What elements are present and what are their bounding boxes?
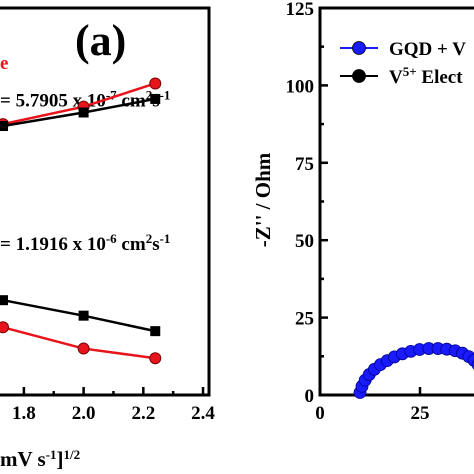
panel-a-x-tick-label: 2.4 xyxy=(191,403,215,424)
panel-b-y-tick-label: 125 xyxy=(286,0,315,20)
panel-a-square-marker xyxy=(150,93,161,104)
panel-a-series-line xyxy=(2,326,156,360)
panel-a-square-marker xyxy=(78,310,89,321)
panel-a-legend-fragment: e xyxy=(0,53,8,74)
panel-a-circle-marker xyxy=(0,321,9,334)
panel-a-circle-marker xyxy=(77,342,90,355)
panel-a-axes-frame xyxy=(0,6,211,397)
panel-a-x-tick-label: 1.8 xyxy=(12,403,36,424)
panel-b-x-tick-label: 25 xyxy=(411,403,430,424)
panel-a-x-tick-label: 2.0 xyxy=(72,403,96,424)
panel-a-eis-diffusion-plot: 1.8 2.0 2.2 2.4mV s-1]1/2(a)e= 5.7905 x 10-… xyxy=(0,6,215,472)
panel-b-y-tick-label: 0 xyxy=(305,386,315,407)
panel-a-x-axis-label: mV s-1]1/2 xyxy=(0,447,80,472)
panel-a-square-marker xyxy=(0,295,8,306)
panel-a-square-marker xyxy=(78,107,89,118)
panel-a-diffusion-annotation: = 1.1916 x 10-6 cm2s-1 xyxy=(0,230,170,255)
panel-b-y-tick-label: 50 xyxy=(295,231,314,252)
panel-a-x-tick-label: 2.2 xyxy=(131,403,155,424)
panel-a-square-marker xyxy=(0,121,8,132)
panel-b-legend-label: V5+ Elect xyxy=(389,64,463,89)
panel-b-y-tick-label: 75 xyxy=(295,154,314,175)
panel-a-label: (a) xyxy=(75,16,126,65)
panel-b-y-tick-label: 25 xyxy=(295,309,314,330)
panel-b-legend-marker xyxy=(352,69,366,83)
panel-b-legend-label: GQD + V xyxy=(389,39,466,60)
panel-a-square-marker xyxy=(150,326,161,337)
panel-b-y-axis-label: -Z'' / Ohm xyxy=(251,152,275,247)
panel-a-circle-marker xyxy=(149,352,162,365)
panel-b-x-tick-label: 0 xyxy=(315,403,325,424)
panel-b-nyquist-plot: 0 25 50 75 100 125 0 25 -Z'' / Ohm GQD + V V5+ Ele… xyxy=(251,0,474,424)
panel-b-legend-marker xyxy=(352,41,366,55)
panel-b-y-tick-label: 100 xyxy=(286,76,315,97)
panel-a-circle-marker xyxy=(149,77,162,90)
